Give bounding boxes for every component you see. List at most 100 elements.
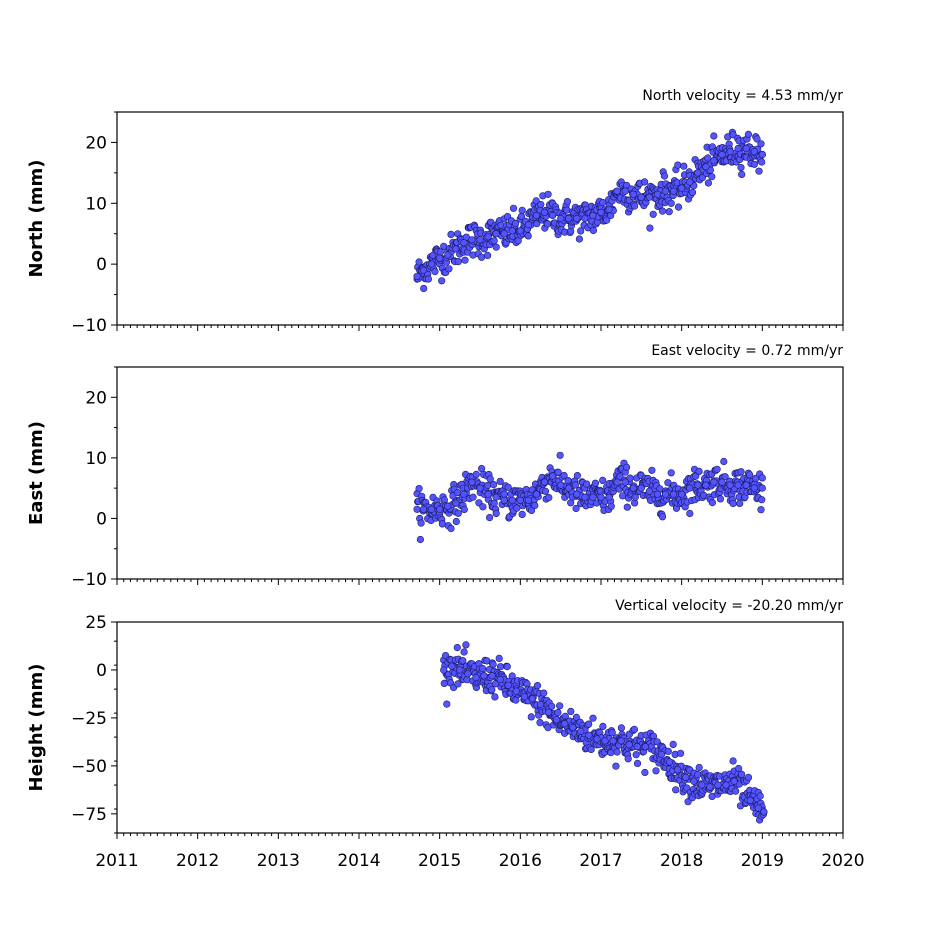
data-point — [757, 506, 765, 514]
height-y-tick-label: −75 — [71, 805, 107, 825]
data-point — [754, 804, 762, 812]
data-point — [492, 509, 500, 518]
north-y-tick-label: 20 — [85, 133, 107, 153]
data-point — [625, 741, 633, 749]
data-point — [468, 236, 476, 244]
data-point — [589, 211, 597, 220]
data-point — [460, 239, 468, 247]
north-y-axis-label: North (mm) — [26, 160, 47, 278]
data-point — [672, 786, 680, 794]
data-point — [746, 471, 754, 479]
data-point — [686, 178, 694, 186]
data-point — [731, 787, 740, 795]
data-point — [453, 643, 461, 652]
data-point — [524, 496, 533, 504]
data-point — [609, 737, 617, 745]
data-point — [581, 214, 589, 223]
data-point — [567, 707, 575, 716]
data-point — [518, 510, 526, 519]
data-point — [629, 484, 637, 492]
data-point — [669, 740, 677, 749]
data-point — [573, 214, 581, 223]
data-point — [532, 490, 541, 498]
data-point — [667, 199, 675, 207]
x-tick-label: 2020 — [821, 851, 864, 871]
data-point — [476, 236, 484, 244]
data-point — [518, 206, 526, 214]
data-point — [454, 258, 462, 266]
data-point — [649, 210, 657, 218]
data-point — [532, 211, 541, 220]
data-point — [512, 687, 520, 695]
data-point — [673, 766, 682, 774]
data-point — [554, 708, 562, 717]
data-point — [756, 792, 764, 800]
data-point — [629, 190, 637, 198]
data-point — [492, 230, 500, 238]
data-point — [461, 256, 469, 264]
data-point — [669, 187, 678, 195]
data-point — [704, 179, 713, 187]
data-point — [504, 681, 512, 689]
data-point — [527, 713, 535, 721]
height-y-tick-label: −25 — [71, 709, 107, 729]
data-point — [641, 743, 650, 751]
data-point — [495, 654, 503, 663]
data-point — [665, 758, 674, 766]
data-point — [591, 479, 600, 487]
data-point — [479, 664, 487, 673]
data-point — [572, 504, 580, 513]
data-point — [419, 505, 428, 513]
data-point — [737, 164, 745, 172]
data-point — [708, 499, 717, 507]
data-point — [484, 481, 492, 490]
data-point — [690, 777, 698, 785]
data-point — [480, 672, 488, 680]
data-point — [688, 188, 697, 196]
data-point — [714, 781, 722, 789]
data-point — [557, 481, 565, 489]
x-tick-label: 2015 — [418, 851, 461, 871]
data-point — [497, 221, 505, 229]
data-point — [758, 496, 766, 504]
data-point — [599, 476, 607, 485]
data-point — [552, 716, 561, 724]
data-point — [540, 208, 549, 216]
data-point — [589, 493, 597, 501]
data-point — [661, 187, 670, 195]
data-point — [726, 148, 734, 156]
data-point — [464, 670, 472, 678]
data-point — [447, 524, 455, 533]
panel-east: 20 10 0 −10 East velocity = 0.72 mm/yr East (… — [26, 343, 844, 590]
data-point — [734, 764, 743, 773]
x-tick-label: 2016 — [499, 851, 542, 871]
data-point — [528, 695, 537, 703]
data-point — [445, 265, 453, 273]
data-point — [581, 493, 589, 501]
data-point — [742, 481, 750, 489]
data-point — [460, 490, 468, 498]
height-axes-frame — [116, 621, 844, 834]
data-point — [607, 502, 615, 510]
data-point — [484, 490, 492, 498]
data-point — [585, 731, 593, 739]
data-point — [760, 808, 768, 816]
data-point — [676, 749, 685, 757]
data-point — [527, 506, 536, 515]
data-point — [706, 783, 714, 791]
data-point — [605, 205, 613, 213]
data-point — [436, 505, 444, 513]
data-point — [560, 471, 568, 480]
data-point — [443, 700, 451, 708]
data-point — [653, 490, 662, 498]
data-point — [593, 735, 601, 743]
data-point — [621, 187, 629, 195]
data-point — [548, 211, 557, 220]
height-scatter-points — [440, 641, 768, 824]
data-point — [738, 770, 746, 779]
data-point — [577, 227, 585, 235]
data-point — [500, 230, 508, 238]
data-point — [589, 714, 597, 722]
data-point — [524, 232, 532, 240]
